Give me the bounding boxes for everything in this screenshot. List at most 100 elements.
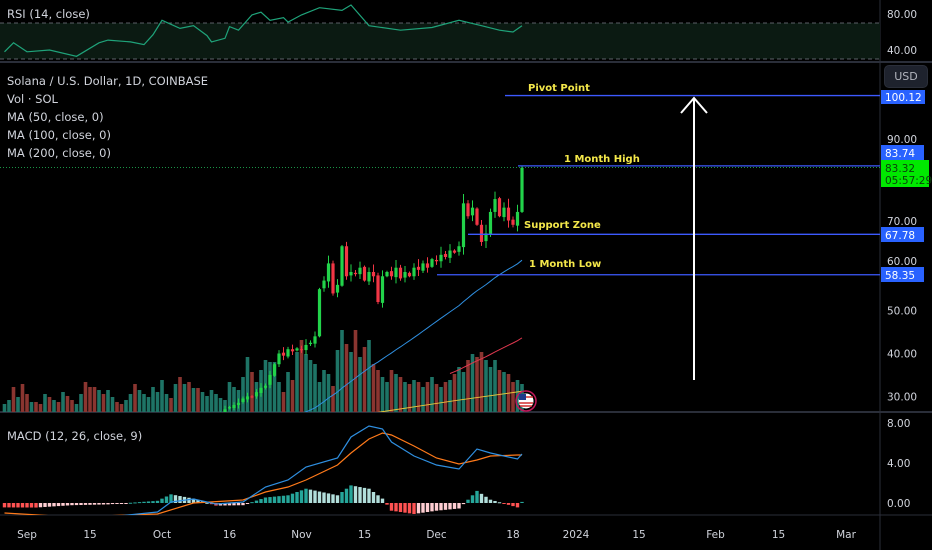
candle-body xyxy=(70,445,73,448)
us-flag-event-icon[interactable] xyxy=(515,390,537,412)
volume-bar xyxy=(65,396,70,412)
volume-bar xyxy=(353,330,358,412)
volume-bar xyxy=(110,397,115,412)
macd-histogram-bar xyxy=(56,503,61,507)
volume-bar xyxy=(367,340,371,412)
macd-histogram-bar xyxy=(277,496,281,503)
month-low-price-value: 58.35 xyxy=(885,270,915,282)
candle-body xyxy=(169,425,172,427)
macd-histogram-bar xyxy=(101,503,106,505)
candle-body xyxy=(3,437,6,438)
macd-histogram-bar xyxy=(290,493,295,503)
candle-body xyxy=(421,263,425,271)
macd-histogram-bar xyxy=(227,503,232,506)
price-tick-label: 60.00 xyxy=(887,256,917,268)
rsi-line xyxy=(4,4,523,57)
macd-histogram-bar xyxy=(439,503,443,511)
candle-body xyxy=(259,387,263,393)
macd-legend[interactable]: MACD (12, 26, close, 9) xyxy=(7,429,143,443)
volume-bar xyxy=(502,372,506,412)
candle-body xyxy=(389,271,394,277)
candle-body xyxy=(277,353,281,365)
volume-bar xyxy=(344,344,349,412)
month-high-label: 1 Month High xyxy=(564,154,640,165)
macd-histogram-bar xyxy=(295,492,299,503)
ma100-legend[interactable]: MA (100, close, 0) xyxy=(7,128,111,142)
macd-histogram-bar xyxy=(259,499,263,503)
volume-bar xyxy=(52,400,56,412)
candlesticks xyxy=(3,166,524,448)
candle-body xyxy=(344,246,349,277)
candle-body xyxy=(475,208,479,225)
macd-histogram-bar xyxy=(43,503,47,507)
volume-bar xyxy=(124,400,128,412)
candle-body xyxy=(219,414,222,419)
candle-body xyxy=(470,207,475,216)
candle-body xyxy=(497,198,502,217)
macd-histogram-bar xyxy=(88,503,92,505)
symbol-title[interactable]: Solana / U.S. Dollar, 1D, COINBASE xyxy=(7,74,209,88)
support-price-tag: 67.78 xyxy=(881,227,924,242)
price-tick-label: 90.00 xyxy=(887,134,917,146)
volume-legend[interactable]: Vol · SOL xyxy=(7,92,58,106)
macd-tick-label: 8.00 xyxy=(887,418,910,430)
candle-body xyxy=(407,272,412,277)
candle-body xyxy=(192,425,195,428)
ma50-legend[interactable]: MA (50, close, 0) xyxy=(7,110,104,124)
volume-bar xyxy=(47,397,52,412)
volume-bar xyxy=(475,357,479,412)
candle-body xyxy=(371,271,376,277)
volume-bar xyxy=(362,347,367,412)
ma100-line xyxy=(449,337,523,374)
macd-histogram-bar xyxy=(115,503,119,504)
candle-body xyxy=(201,427,204,428)
candle-body xyxy=(439,254,443,262)
volume-bar xyxy=(340,330,344,412)
candle-body xyxy=(147,437,150,440)
candle-body xyxy=(511,219,515,225)
candle-body xyxy=(174,423,177,426)
macd-histogram-bar xyxy=(479,493,484,503)
macd-histogram-bar xyxy=(38,503,43,508)
macd-histogram-bar xyxy=(322,492,326,503)
candle-body xyxy=(196,425,199,429)
candle-body xyxy=(398,267,403,279)
volume-bar xyxy=(61,392,65,412)
volume-bar xyxy=(277,382,281,412)
volume-bar xyxy=(497,370,502,412)
macd-histogram-bar xyxy=(119,503,124,504)
price-tick-label: 30.00 xyxy=(887,391,917,403)
candle-body xyxy=(515,211,520,226)
volume-bar xyxy=(178,377,182,412)
pivot-price-value: 100.12 xyxy=(885,92,922,104)
macd-histogram-bar xyxy=(484,496,488,503)
volume-bar xyxy=(151,387,155,412)
macd-histogram-bar xyxy=(515,503,520,508)
macd-histogram-bar xyxy=(497,502,502,504)
macd-histogram-bar xyxy=(457,503,461,509)
currency-button[interactable]: USD xyxy=(884,65,928,88)
volume-bar xyxy=(43,394,47,412)
candle-body xyxy=(326,263,331,282)
candle-body xyxy=(308,342,313,345)
candle-body xyxy=(403,271,407,278)
ma200-legend[interactable]: MA (200, close, 0) xyxy=(7,146,111,160)
candle-body xyxy=(142,440,145,442)
candle-body xyxy=(281,352,286,356)
macd-histogram-bar xyxy=(272,496,277,503)
macd-histogram-bar xyxy=(299,490,304,503)
candle-body xyxy=(223,409,227,412)
macd-signal-line xyxy=(4,432,522,515)
volume-bar xyxy=(493,360,497,412)
volume-bar xyxy=(70,400,74,412)
macd-histogram-bar xyxy=(196,500,200,503)
macd-histogram-bar xyxy=(308,489,313,503)
macd-histogram-bar xyxy=(398,503,403,513)
volume-bar xyxy=(92,387,97,412)
volume-bar xyxy=(286,372,290,412)
rsi-legend[interactable]: RSI (14, close) xyxy=(7,7,90,21)
candle-body xyxy=(493,199,497,212)
month-low-price-tag: 58.35 xyxy=(881,267,924,282)
